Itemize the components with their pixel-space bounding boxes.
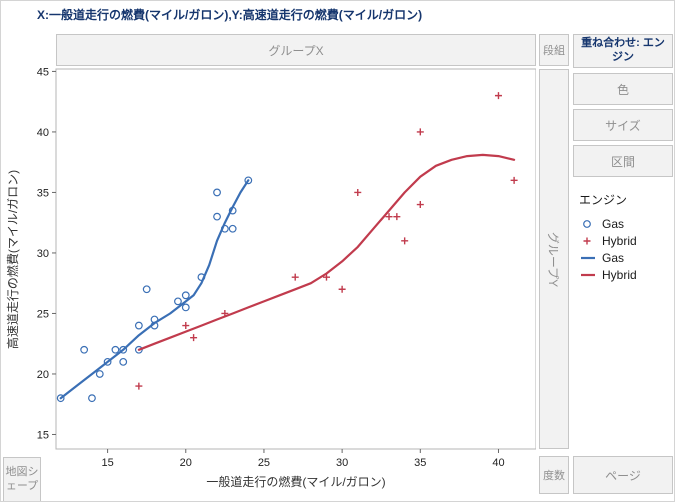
drop-zone-page[interactable]: ページ: [573, 456, 673, 494]
svg-text:45: 45: [37, 66, 49, 78]
drop-zone-freq-label: 度数: [543, 470, 565, 482]
legend-item-label: Gas: [602, 216, 625, 231]
legend-item-label: Gas: [602, 250, 625, 265]
drop-zone-overlay[interactable]: 重ね合わせ: エンジン: [573, 34, 673, 68]
drop-zone-page-label: ページ: [605, 468, 641, 483]
svg-text:15: 15: [101, 457, 113, 467]
x-axis-label[interactable]: 一般道走行の燃費(マイル/ガロン): [206, 475, 386, 489]
legend: エンジン Gas Hybrid Gas Hybrid: [579, 191, 637, 283]
svg-text:30: 30: [336, 457, 348, 467]
drop-zone-group-x[interactable]: グループX: [56, 34, 536, 66]
plus-marker-icon: [583, 237, 591, 244]
legend-item[interactable]: Hybrid: [579, 232, 637, 249]
legend-item-label: Hybrid: [602, 267, 637, 282]
drop-zone-freq[interactable]: 度数: [539, 456, 569, 494]
svg-text:40: 40: [37, 127, 49, 139]
svg-text:20: 20: [37, 369, 49, 381]
drop-zone-interval-label: 区間: [610, 154, 635, 169]
legend-item[interactable]: Gas: [579, 215, 637, 232]
drop-zone-size-label: サイズ: [605, 118, 641, 133]
svg-text:35: 35: [414, 457, 426, 467]
drop-zone-group-y-label: グループY: [546, 231, 561, 287]
chart-title[interactable]: X:一般道走行の燃費(マイル/ガロン),Y:高速道走行の燃費(マイル/ガロン): [37, 8, 423, 22]
drop-zone-group-y[interactable]: グループY: [539, 69, 569, 449]
legend-item[interactable]: Hybrid: [579, 266, 637, 283]
drop-zone-map-shape[interactable]: 地図シェープ: [3, 457, 41, 501]
drop-zone-overlay-label: 重ね合わせ: エンジン: [581, 37, 665, 63]
drop-zone-map-shape-label: 地図シェープ: [5, 466, 39, 492]
drop-zone-size[interactable]: サイズ: [573, 109, 673, 141]
line-marker-icon: [581, 273, 595, 276]
line-marker-icon: [581, 256, 595, 259]
legend-items: Gas Hybrid Gas Hybrid: [579, 215, 637, 283]
svg-text:25: 25: [37, 308, 49, 320]
drop-zone-color-label: 色: [616, 82, 629, 97]
drop-zone-group-x-label: グループX: [268, 43, 324, 58]
svg-text:40: 40: [492, 457, 504, 467]
svg-text:30: 30: [37, 248, 49, 260]
drop-zone-interval[interactable]: 区間: [573, 145, 673, 177]
drop-zone-color[interactable]: 色: [573, 73, 673, 105]
legend-title: エンジン: [579, 193, 628, 207]
drop-zone-wrap-label: 段組: [543, 45, 565, 57]
svg-text:20: 20: [180, 457, 192, 467]
svg-text:35: 35: [37, 187, 49, 199]
legend-item-label: Hybrid: [602, 233, 637, 248]
plot-area[interactable]: 15 20 25 30 35 40 15 20 25 30 35 40 45: [21, 63, 537, 469]
circle-marker-icon: [583, 219, 591, 228]
legend-item[interactable]: Gas: [579, 249, 637, 266]
drop-zone-wrap[interactable]: 段組: [539, 34, 569, 66]
svg-text:15: 15: [37, 429, 49, 441]
svg-text:25: 25: [258, 457, 270, 467]
